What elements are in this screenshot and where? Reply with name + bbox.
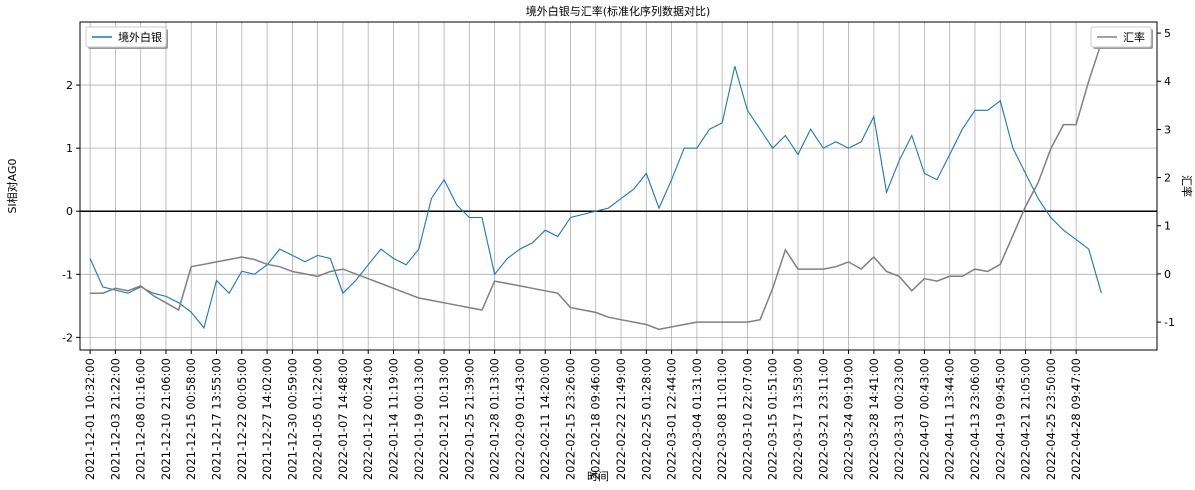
- legend-box: [85, 26, 167, 48]
- x-tick-label: 2022-02-22 21:49:00: [614, 358, 628, 480]
- y2-tick-label: 1: [1164, 220, 1171, 233]
- x-tick-label: 2022-01-05 01:22:00: [311, 358, 325, 480]
- x-tick-label: 2022-01-21 10:13:00: [437, 358, 451, 480]
- x-tick-label: 2022-04-07 00:43:00: [917, 358, 931, 480]
- x-tick-label: 2022-01-12 00:24:00: [361, 358, 375, 480]
- x-tick-label: 2022-04-13 23:06:00: [968, 358, 982, 480]
- x-tick-label: 2022-02-25 01:28:00: [639, 358, 653, 480]
- x-tick-label: 2022-01-14 11:19:00: [386, 358, 400, 480]
- y2-tick-label: 3: [1164, 123, 1171, 136]
- x-tick-label: 2022-02-09 01:43:00: [513, 358, 527, 480]
- y2-tick-label: -1: [1164, 316, 1175, 329]
- x-tick-label: 2022-03-24 09:19:00: [842, 358, 856, 480]
- x-tick-label: 2022-01-28 01:13:00: [488, 358, 502, 480]
- legend-label: 境外白银: [118, 30, 162, 44]
- legend-box: [1090, 26, 1152, 48]
- x-tick-label: 2022-04-28 09:47:00: [1069, 358, 1083, 480]
- x-tick-label: 2022-01-07 14:48:00: [336, 358, 350, 480]
- x-tick-label: 2022-03-21 23:11:00: [816, 358, 830, 480]
- x-tick-label: 2022-01-19 00:13:00: [412, 358, 426, 480]
- x-tick-label: 2022-03-28 14:41:00: [867, 358, 881, 480]
- y2-tick-label: 5: [1164, 27, 1171, 40]
- x-tick-label: 2022-03-01 22:44:00: [665, 358, 679, 480]
- y2-tick-label: 4: [1164, 75, 1171, 88]
- x-tick-label: 2021-12-03 21:22:00: [108, 358, 122, 480]
- x-axis-label: 时间: [587, 470, 609, 483]
- x-tick-label: 2021-12-17 13:55:00: [210, 358, 224, 480]
- x-tick-label: 2021-12-30 00:59:00: [285, 358, 299, 480]
- x-tick-label: 2022-03-17 13:53:00: [791, 358, 805, 480]
- y-axis-label: SI相对AG0: [5, 158, 19, 213]
- series-line: [90, 42, 1103, 331]
- x-tick-label: 2022-04-21 21:05:00: [1019, 358, 1033, 480]
- x-tick-label: 2022-04-11 13:44:00: [943, 358, 957, 480]
- x-tick-label: 2022-03-31 00:23:00: [892, 358, 906, 480]
- x-tick-label: 2022-03-15 01:51:00: [766, 358, 780, 480]
- x-tick-label: 2022-03-10 22:07:00: [740, 358, 754, 480]
- x-tick-label: 2021-12-15 00:58:00: [184, 358, 198, 480]
- y-tick-label: -2: [62, 331, 73, 344]
- x-tick-label: 2022-01-25 21:39:00: [462, 358, 476, 480]
- x-tick-label: 2022-04-19 09:45:00: [993, 358, 1007, 480]
- x-tick-label: 2021-12-01 10:32:00: [83, 358, 97, 480]
- y2-tick-label: 0: [1164, 268, 1171, 281]
- x-tick-label: 2022-02-11 14:20:00: [538, 358, 552, 480]
- y-tick-label: -1: [62, 268, 73, 281]
- y-tick-label: 2: [66, 79, 73, 92]
- series-line: [89, 66, 1102, 330]
- x-tick-label: 2022-04-25 23:50:00: [1044, 358, 1058, 480]
- x-tick-label: 2021-12-10 21:06:00: [159, 358, 173, 480]
- x-tick-label: 2021-12-27 14:02:00: [260, 358, 274, 480]
- y2-axis-label: 汇率: [1180, 175, 1194, 197]
- y-tick-label: 0: [66, 205, 73, 218]
- x-tick-label: 2022-03-04 01:31:00: [690, 358, 704, 480]
- x-tick-label: 2022-02-15 23:26:00: [563, 358, 577, 480]
- y-tick-label: 1: [66, 142, 73, 155]
- chart-title: 境外白银与汇率(标准化序列数据对比): [526, 4, 711, 18]
- y2-tick-label: 2: [1164, 172, 1171, 185]
- x-tick-label: 2021-12-08 01:16:00: [134, 358, 148, 480]
- legend-label: 汇率: [1123, 30, 1145, 44]
- plot-frame: [79, 21, 1158, 351]
- x-tick-label: 2022-03-08 11:01:00: [715, 358, 729, 480]
- x-tick-label: 2021-12-22 00:05:00: [235, 358, 249, 480]
- x-tick-label: 2022-02-18 09:46:00: [589, 358, 603, 480]
